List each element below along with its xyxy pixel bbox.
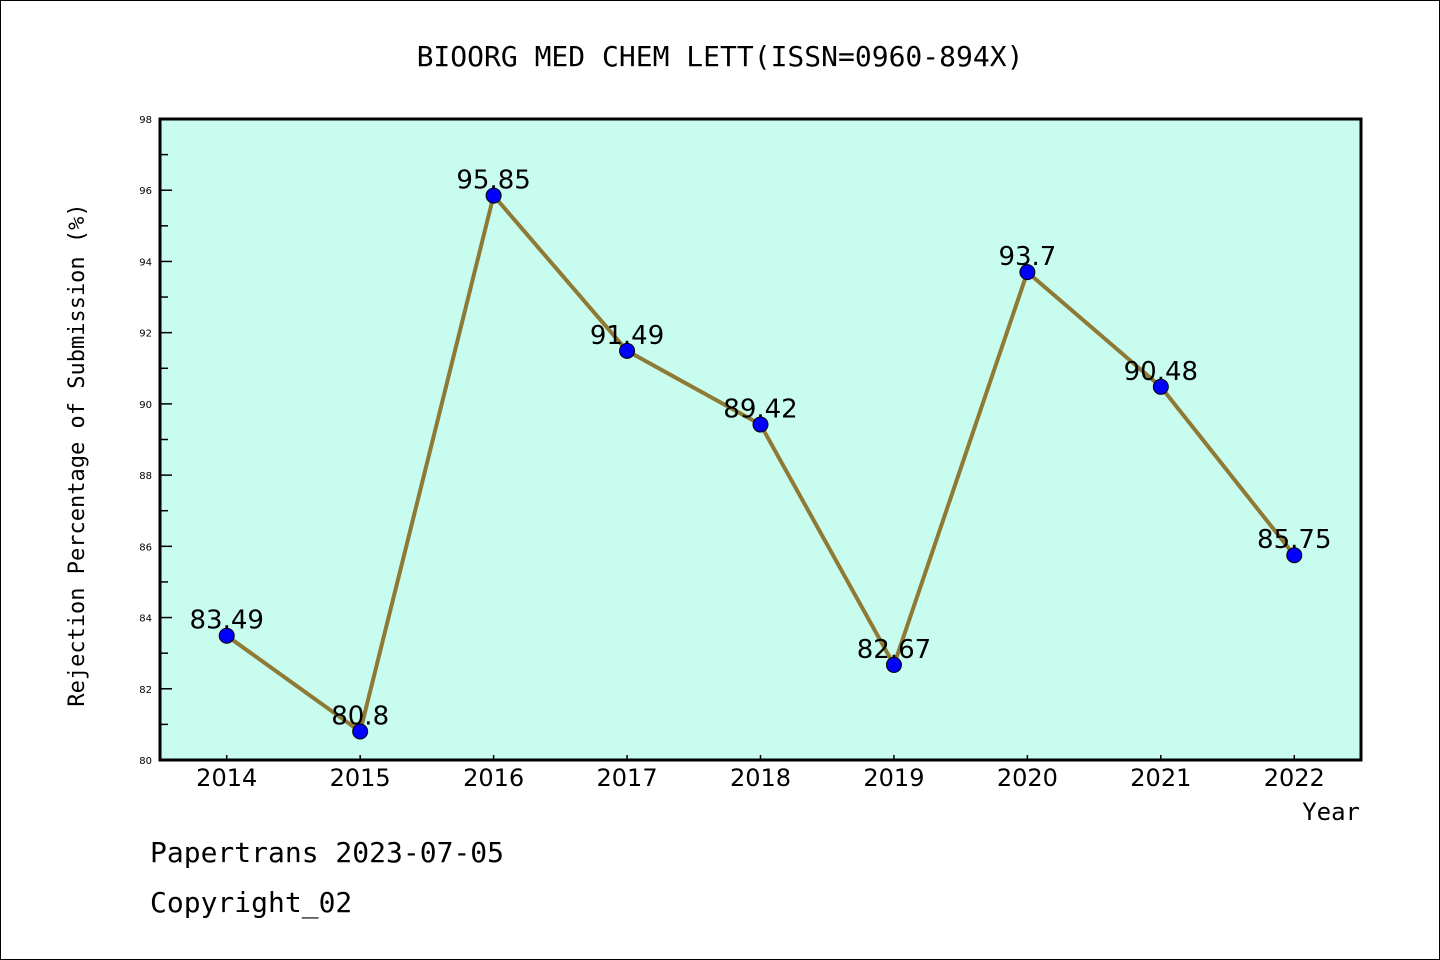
data-point [1152, 378, 1169, 395]
plot-area [160, 119, 1361, 760]
y-tick-label: 86 [139, 542, 152, 553]
x-axis-label: Year [1302, 798, 1360, 826]
y-axis-label: Rejection Percentage of Submission (%) [65, 203, 90, 706]
footer-copyright: Copyright_02 [150, 886, 353, 919]
y-tick-label: 82 [139, 685, 152, 696]
plot-border [158, 117, 1363, 762]
y-tick-label: 98 [139, 115, 152, 126]
x-tick-label: 2018 [730, 764, 791, 792]
footer-date: Papertrans 2023-07-05 [150, 836, 505, 869]
y-tick-label: 80 [139, 756, 152, 767]
y-tick-label: 96 [139, 186, 152, 197]
y-tick-label: 94 [139, 257, 152, 268]
y-tick-label: 90 [139, 400, 152, 411]
y-tick-label: 88 [139, 471, 152, 482]
data-point [885, 656, 902, 673]
x-tick-label: 2015 [330, 764, 391, 792]
y-tick-label: 92 [139, 329, 152, 340]
data-point [1286, 547, 1303, 564]
chart-title: BIOORG MED CHEM LETT(ISSN=0960-894X) [417, 40, 1024, 73]
x-tick-label: 2019 [863, 764, 924, 792]
data-point [1019, 264, 1036, 281]
data-point [752, 416, 769, 433]
data-point [485, 187, 502, 204]
x-tick-label: 2014 [196, 764, 257, 792]
x-tick-label: 2021 [1130, 764, 1191, 792]
data-point [619, 342, 636, 359]
data-point [352, 723, 369, 740]
x-tick-label: 2020 [997, 764, 1058, 792]
data-point [218, 627, 235, 644]
x-tick-label: 2022 [1264, 764, 1325, 792]
x-tick-label: 2017 [597, 764, 658, 792]
y-tick-label: 84 [139, 614, 152, 625]
x-tick-label: 2016 [463, 764, 524, 792]
